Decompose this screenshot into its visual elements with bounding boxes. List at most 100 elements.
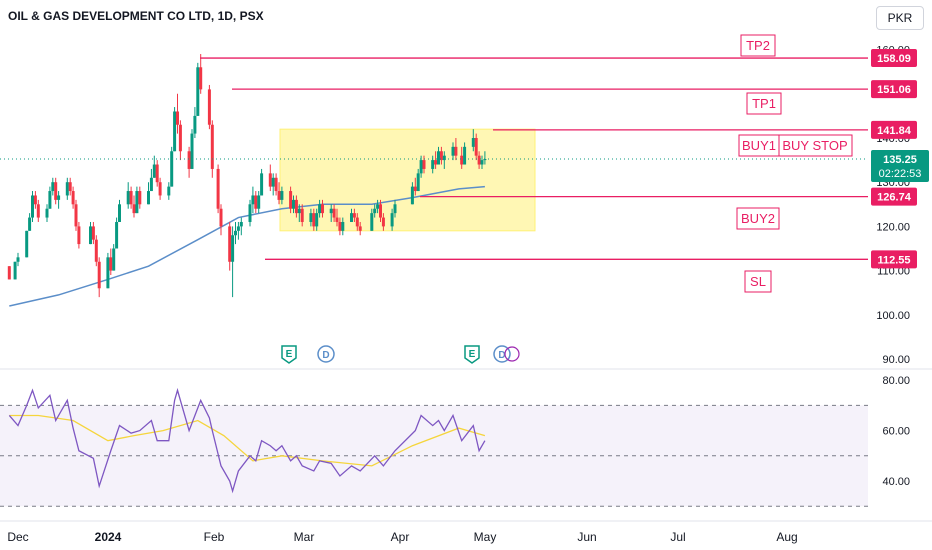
- candle-body: [178, 124, 182, 152]
- level-label: TP1: [752, 96, 776, 111]
- candle-body: [350, 213, 353, 222]
- buy1-label-box: [738, 134, 780, 157]
- candle-body: [187, 151, 191, 169]
- candle-body: [294, 199, 298, 214]
- time-tick-label: Dec: [7, 530, 28, 544]
- candle-body: [257, 195, 261, 209]
- candle-body: [190, 133, 194, 169]
- level-price-label: 141.84: [877, 125, 912, 137]
- candle-body: [170, 151, 174, 187]
- candle-body: [239, 221, 243, 227]
- candle-body: [477, 155, 481, 165]
- candle-body: [454, 146, 458, 156]
- earnings-icon: [464, 345, 480, 364]
- candle-body: [45, 208, 49, 218]
- candle-body: [393, 204, 397, 214]
- candle-body: [147, 191, 150, 205]
- earnings-label: E: [286, 349, 293, 360]
- candle-body: [312, 213, 316, 227]
- rsi-tick-label: 40.00: [882, 476, 910, 488]
- candle-body: [352, 213, 356, 218]
- candle-body: [16, 257, 20, 262]
- candle-body: [431, 160, 435, 169]
- currency-button[interactable]: PKR: [876, 6, 924, 30]
- time-tick-label: May: [474, 530, 497, 544]
- candle-body: [390, 213, 394, 227]
- level-price-label: 158.09: [877, 53, 911, 65]
- candle-body: [112, 248, 116, 271]
- candle-body: [335, 217, 339, 222]
- candle-body: [437, 151, 440, 165]
- level-price-label: 151.06: [877, 84, 911, 96]
- candle-body: [149, 177, 153, 192]
- rsi-tick-label: 80.00: [882, 375, 910, 387]
- last-price-label: 135.25: [883, 154, 917, 166]
- candle-body: [91, 226, 95, 240]
- candle-body: [216, 168, 220, 209]
- candle-body: [173, 111, 177, 152]
- candle-body: [54, 182, 58, 200]
- candle-body: [370, 213, 374, 231]
- candle-body: [413, 186, 417, 192]
- candle-body: [129, 191, 133, 205]
- candle-body: [274, 177, 278, 192]
- level-label-box: [746, 92, 782, 115]
- time-tick-label: Mar: [294, 530, 315, 544]
- candle-body: [321, 204, 324, 214]
- candle-body: [167, 186, 171, 196]
- candle-body: [483, 158, 487, 161]
- candle-body: [451, 146, 455, 156]
- candle-body: [31, 195, 34, 218]
- candle-body: [48, 191, 52, 209]
- dividend-icon: [317, 345, 335, 363]
- candle-body: [355, 217, 359, 227]
- candle-body: [7, 266, 11, 280]
- candle-body: [118, 204, 121, 222]
- time-tick-label: Jul: [670, 530, 685, 544]
- candle-body: [77, 226, 81, 245]
- dividend-label: D: [322, 350, 329, 361]
- candle-body: [234, 230, 237, 236]
- rsi-tick-label: 60.00: [882, 426, 910, 438]
- candle-body: [36, 204, 40, 218]
- candle-body: [138, 191, 142, 205]
- candle-body: [471, 138, 475, 147]
- candle-body: [28, 217, 32, 231]
- candle-body: [236, 226, 240, 231]
- candle-body: [480, 160, 484, 165]
- candle-body: [460, 155, 464, 165]
- last-price-tag: [871, 149, 929, 182]
- level-label-box: [736, 207, 780, 230]
- rsi-ma-line: [9, 414, 486, 467]
- price-tick-label: 110.00: [877, 266, 910, 278]
- candle-body: [33, 195, 37, 205]
- level-label-box: [740, 34, 776, 57]
- level-price-tag: [871, 250, 917, 269]
- countdown-label: 02:22:53: [879, 168, 922, 180]
- level-price-label: 112.55: [877, 254, 910, 266]
- candle-body: [193, 115, 197, 134]
- time-tick-label: 2024: [95, 530, 122, 544]
- time-tick-label: Apr: [391, 530, 410, 544]
- level-price-label: 126.74: [877, 192, 912, 204]
- time-tick-label: Aug: [776, 530, 797, 544]
- candle-body: [260, 173, 264, 196]
- candle-body: [315, 213, 319, 227]
- candle-body: [126, 191, 130, 205]
- candle-body: [68, 182, 72, 192]
- earnings-icon: [281, 345, 297, 364]
- candle-body: [318, 204, 322, 214]
- candle-body: [207, 89, 211, 125]
- level-label: BUY2: [741, 211, 775, 226]
- earnings-label: E: [469, 349, 476, 360]
- candle-body: [439, 151, 443, 161]
- candle-body: [379, 204, 382, 218]
- candle-body: [277, 191, 281, 200]
- candle-body: [248, 204, 252, 222]
- candle-body: [155, 164, 159, 183]
- candle-body: [109, 257, 113, 271]
- candle-body: [89, 226, 92, 245]
- candle-body: [196, 67, 200, 116]
- candle-body: [434, 160, 438, 165]
